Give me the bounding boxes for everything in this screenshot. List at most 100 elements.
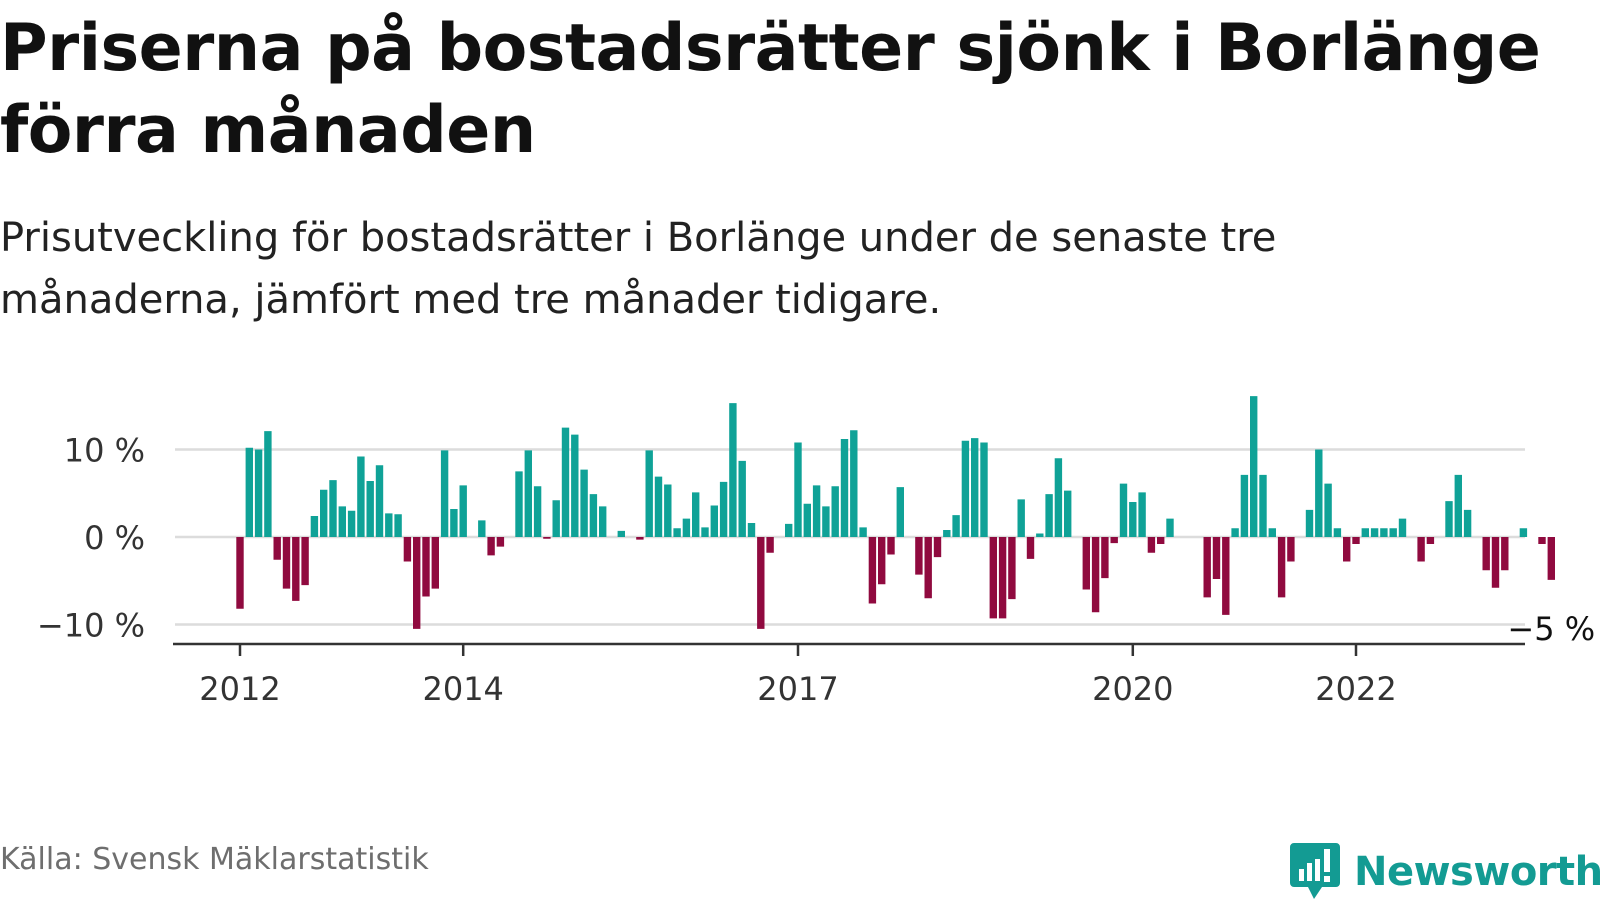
bar [431, 537, 439, 589]
bar [571, 434, 579, 537]
bar [478, 520, 486, 537]
bar [1333, 528, 1342, 537]
bar [1482, 537, 1490, 571]
bar [375, 465, 384, 537]
bar [1352, 537, 1360, 544]
bar [654, 476, 663, 537]
chart-subtitle: Prisutveckling för bostadsrätter i Borlä… [0, 215, 1277, 323]
bar [459, 485, 467, 537]
newsworthy-logo: Newsworthy [1290, 843, 1600, 901]
bar [1110, 537, 1118, 544]
bar [1231, 528, 1239, 537]
bar [1203, 537, 1211, 598]
source-note: Källa: Svensk Mäklarstatistik [0, 842, 429, 877]
bar [1157, 537, 1165, 544]
bar [998, 537, 1007, 619]
bar [1389, 528, 1397, 537]
bar [794, 442, 802, 537]
bar [710, 505, 718, 537]
bar [729, 403, 737, 537]
y-tick-labels: 10 % 0 % −10 % [37, 432, 145, 645]
bar [1082, 537, 1090, 590]
bar [580, 469, 588, 537]
bar [589, 494, 598, 537]
bar [1463, 509, 1472, 537]
bar [1250, 396, 1258, 537]
bar [561, 427, 570, 537]
x-tick-label: 2017 [757, 670, 838, 708]
x-tick-label: 2012 [199, 670, 280, 708]
bar [338, 506, 346, 537]
bar [933, 537, 942, 558]
bar [766, 537, 774, 553]
bar [878, 537, 886, 585]
bar [747, 523, 756, 537]
bar [1547, 537, 1555, 580]
bar [1091, 537, 1100, 613]
bar [943, 530, 951, 537]
bar [1380, 528, 1388, 537]
x-tick-label: 2014 [422, 670, 503, 708]
bar [292, 537, 300, 601]
bar [385, 513, 393, 537]
bar [887, 537, 895, 555]
bar [440, 450, 449, 537]
bar [320, 489, 328, 537]
bar [1017, 499, 1025, 537]
bar [1036, 533, 1044, 537]
x-tick-labels: 2012 2014 2017 2020 2022 [199, 644, 1397, 708]
bar [859, 527, 867, 537]
bar [1315, 449, 1323, 537]
bar [1119, 483, 1128, 537]
bar [961, 440, 970, 537]
bar [1045, 494, 1053, 537]
bar [1026, 537, 1035, 559]
bar [1445, 501, 1453, 537]
bar [636, 537, 644, 540]
bar [664, 484, 672, 537]
bar [1305, 509, 1314, 537]
bar [1417, 537, 1425, 562]
bar [524, 450, 532, 537]
y-tick-label: 10 % [64, 432, 145, 470]
bar [487, 537, 495, 556]
bar [1259, 474, 1267, 537]
bar [329, 480, 337, 537]
bar [1222, 537, 1230, 615]
bar [831, 486, 839, 537]
bar [422, 537, 430, 597]
bar [850, 430, 858, 537]
bar [1426, 537, 1435, 544]
bar [357, 456, 365, 537]
bar [692, 492, 700, 537]
x-tick-label: 2022 [1315, 670, 1396, 708]
bar [1064, 490, 1072, 537]
bar [282, 537, 291, 589]
bar [682, 518, 691, 537]
newsworthy-logo-icon [1290, 843, 1340, 899]
bar [738, 460, 746, 537]
bar [254, 449, 263, 537]
bar [915, 537, 923, 575]
bar-chart: 10 % 0 % −10 % 2012 2014 2017 2020 2022 −5 % [37, 396, 1595, 708]
bar [1101, 537, 1109, 579]
bar [980, 442, 988, 537]
bar [924, 537, 932, 599]
bar [245, 447, 253, 537]
bar [757, 537, 765, 629]
bar [413, 537, 421, 629]
bar [366, 481, 374, 537]
chart-title: Priserna på bostadsrätter sjönk i Borlän… [0, 11, 1541, 168]
bar [496, 537, 505, 547]
bar [1240, 474, 1249, 537]
bar [347, 510, 356, 537]
bar [403, 537, 412, 562]
bar [273, 537, 281, 560]
last-value-label: −5 % [1507, 610, 1595, 648]
bar [1138, 492, 1146, 537]
bar [1501, 537, 1509, 571]
bar [1454, 474, 1462, 537]
bar [310, 516, 319, 537]
brand-name: Newsworthy [1354, 849, 1600, 895]
bar [812, 485, 821, 537]
